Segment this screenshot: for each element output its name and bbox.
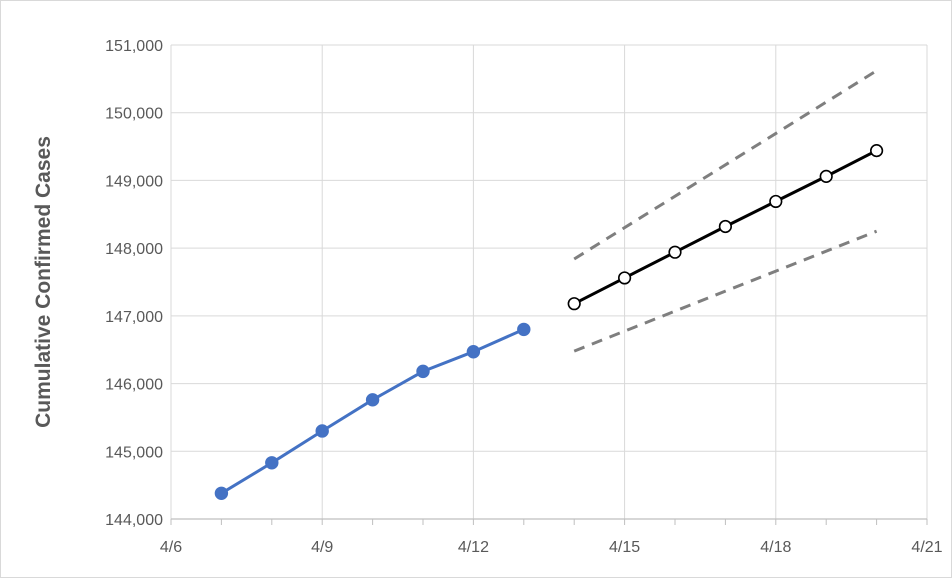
data-point-marker	[265, 456, 279, 470]
forecast-point-marker	[869, 144, 884, 158]
series-line-4	[573, 229, 878, 353]
x-tick-label: 4/12	[458, 539, 489, 556]
x-tick-label: 4/15	[609, 539, 640, 556]
y-tick-label: 147,000	[105, 309, 163, 326]
x-tick-label: 4/18	[760, 539, 791, 556]
gridlines	[170, 44, 928, 519]
data-point-marker	[416, 364, 430, 379]
y-tick-label: 146,000	[105, 377, 163, 394]
y-axis-title: Cumulative Confirmed Cases	[32, 136, 55, 428]
data-point-marker	[365, 393, 380, 407]
data-point-marker	[517, 322, 531, 337]
forecast-point-marker	[668, 245, 682, 259]
axes	[170, 518, 928, 525]
x-tick-label: 4/9	[311, 539, 333, 556]
forecast-point-marker	[819, 169, 833, 183]
y-tick-label: 145,000	[105, 444, 163, 461]
forecast-point-marker	[567, 297, 581, 311]
data-point-marker	[315, 424, 329, 438]
data-point-marker	[214, 486, 229, 500]
x-tick-label: 4/21	[911, 539, 942, 556]
y-tick-label: 144,000	[105, 512, 163, 529]
data-point-marker	[466, 345, 481, 359]
y-tick-label: 149,000	[105, 173, 163, 190]
forecast-point-marker	[769, 194, 783, 209]
series-line-3	[573, 69, 878, 261]
y-tick-label: 151,000	[105, 38, 163, 55]
y-tick-label: 148,000	[105, 241, 163, 258]
x-tick-label: 4/6	[160, 539, 182, 556]
forecast-point-marker	[617, 271, 632, 285]
forecast-point-marker	[718, 219, 733, 234]
y-tick-label: 150,000	[105, 106, 163, 123]
tick-labels: 144,000 145,000 146,000 147,000 148,000 149,0…	[105, 38, 943, 556]
series-group	[214, 69, 884, 500]
